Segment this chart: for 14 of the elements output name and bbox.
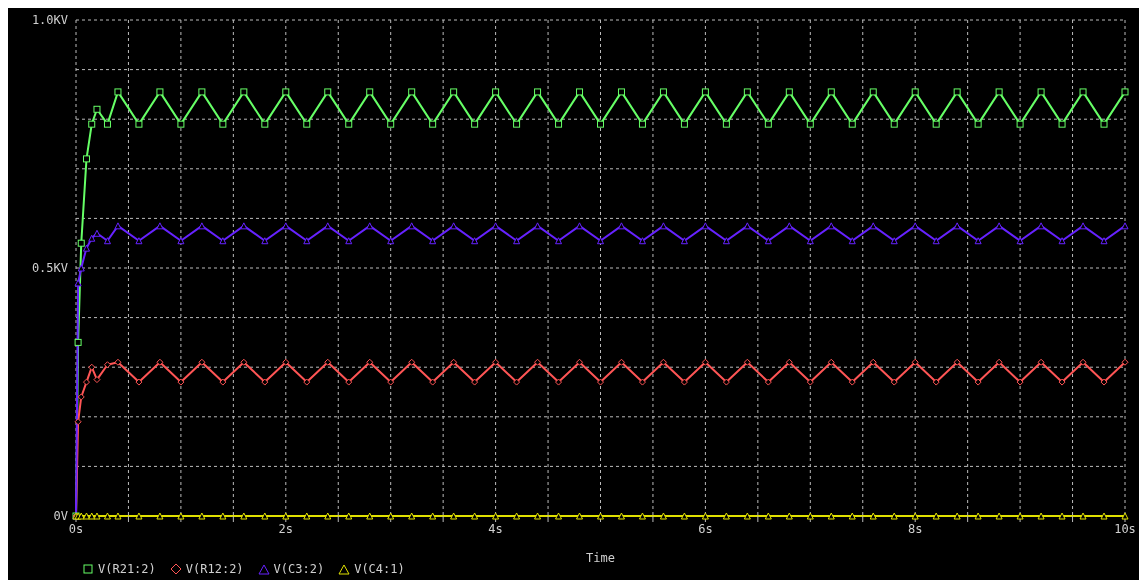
legend-label: V(R21:2) [97, 562, 156, 576]
legend-label: V(R12:2) [184, 562, 244, 576]
x-tick-label: 6s [698, 521, 713, 536]
y-tick-label: 1.0KV [31, 13, 68, 28]
x-tick-label: 4s [488, 521, 503, 536]
y-tick-label: 0V [53, 509, 68, 524]
legend-label: V(C3:2) [272, 562, 325, 576]
x-tick-label: 0s [68, 521, 84, 536]
x-axis-title: Time [586, 551, 615, 565]
legend-label: V(C4:1) [353, 562, 405, 576]
x-tick-label: 2s [278, 521, 294, 536]
y-tick-label: 0.5KV [31, 261, 68, 276]
x-tick-label: 8s [907, 521, 923, 536]
x-tick-label: 10s [1114, 521, 1136, 536]
